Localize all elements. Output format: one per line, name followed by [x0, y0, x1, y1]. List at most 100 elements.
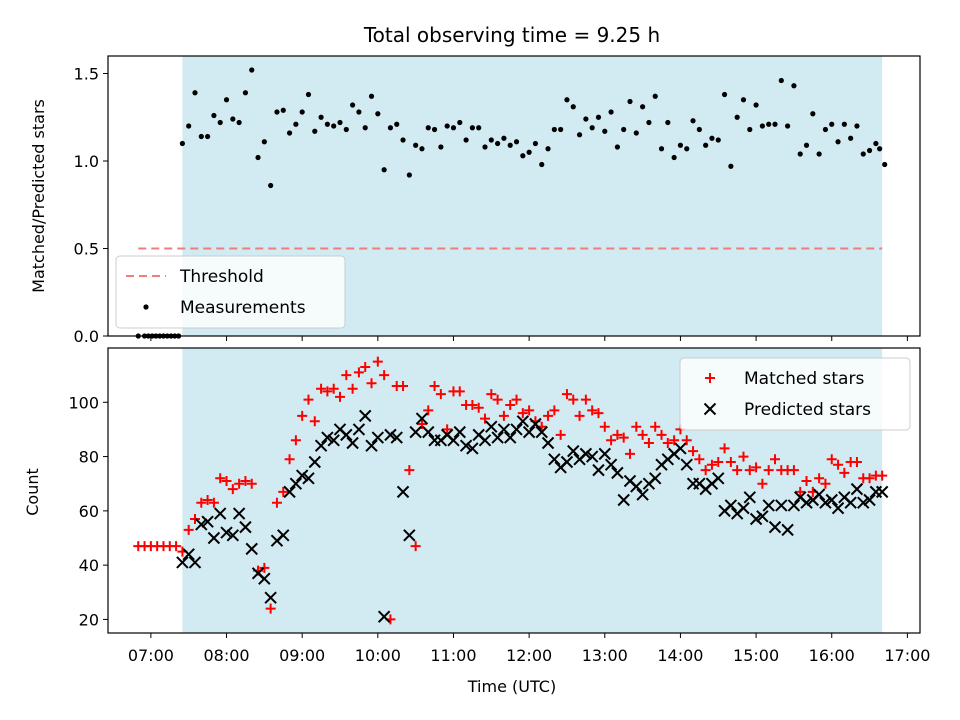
data-point — [561, 389, 572, 400]
data-point — [873, 140, 879, 147]
data-point — [297, 410, 308, 421]
data-point — [579, 447, 593, 461]
data-point — [684, 146, 690, 152]
data-point — [488, 137, 494, 143]
data-point — [669, 435, 680, 446]
data-point — [819, 496, 832, 509]
data-point — [501, 135, 507, 141]
data-point — [289, 477, 303, 490]
data-point — [743, 491, 756, 504]
data-point — [877, 146, 883, 152]
data-point — [706, 459, 717, 470]
data-point — [768, 520, 782, 534]
data-point — [404, 465, 415, 476]
data-point — [480, 413, 490, 424]
legend-label: Measurements — [180, 298, 306, 318]
data-point — [419, 146, 425, 152]
data-point — [829, 121, 835, 127]
data-point — [602, 128, 608, 134]
data-point — [413, 142, 419, 148]
y-tick-label: 100 — [68, 393, 99, 412]
legend-box — [679, 357, 911, 431]
data-point — [715, 137, 721, 143]
data-point — [328, 383, 339, 394]
data-point — [770, 454, 780, 465]
data-point — [763, 465, 774, 476]
data-point — [734, 114, 740, 120]
data-point — [459, 439, 473, 452]
data-point — [217, 119, 223, 126]
data-point — [564, 97, 570, 103]
x-tick-label: 15:00 — [733, 646, 779, 665]
data-point — [371, 431, 385, 444]
data-point — [850, 482, 864, 496]
data-point — [820, 478, 831, 489]
data-point — [719, 443, 730, 454]
data-point — [662, 438, 673, 448]
data-point — [196, 497, 207, 508]
data-point — [198, 133, 204, 140]
data-point — [179, 140, 185, 147]
data-point — [636, 488, 649, 501]
data-point — [694, 454, 705, 465]
data-point — [346, 436, 359, 450]
data-point — [425, 125, 431, 131]
data-point — [643, 438, 654, 448]
data-point — [875, 485, 889, 499]
data-point — [833, 459, 844, 470]
data-point — [801, 476, 812, 486]
data-point — [356, 109, 362, 115]
data-point — [226, 529, 240, 542]
series-measurements — [135, 67, 888, 339]
data-point — [759, 123, 765, 129]
data-point — [535, 425, 548, 439]
data-point — [232, 507, 246, 520]
data-point — [365, 439, 378, 452]
data-point — [721, 91, 728, 98]
data-point — [431, 126, 438, 133]
data-point — [749, 512, 763, 526]
y-tick-label: 80 — [79, 448, 99, 467]
chart-title: Total observing time = 9.25 h — [363, 23, 660, 47]
legend-box — [115, 255, 346, 329]
data-point — [803, 142, 810, 148]
data-point — [652, 93, 658, 99]
x-tick-label: 12:00 — [506, 646, 552, 665]
data-point — [574, 410, 585, 421]
data-point — [725, 457, 736, 467]
data-point — [864, 473, 875, 484]
y-tick-label: 0.5 — [74, 240, 99, 259]
data-point — [318, 114, 324, 120]
x-tick-label: 08:00 — [203, 646, 249, 665]
legend-swatch — [703, 402, 717, 416]
data-point — [511, 394, 522, 405]
data-point — [258, 572, 271, 585]
data-point — [814, 473, 825, 484]
data-point — [321, 431, 334, 444]
data-point — [201, 515, 214, 528]
data-point — [312, 128, 318, 134]
data-point — [762, 499, 775, 512]
data-point — [732, 465, 743, 476]
data-point — [403, 529, 416, 542]
data-point — [394, 121, 400, 127]
data-point — [476, 125, 482, 131]
data-point — [331, 123, 337, 129]
data-point — [696, 126, 702, 133]
data-point — [627, 98, 633, 105]
data-point — [851, 457, 862, 467]
data-point — [227, 484, 238, 495]
data-point — [810, 111, 816, 117]
data-point — [384, 428, 397, 442]
data-point — [589, 125, 595, 131]
count-y-axis-label: Count — [23, 468, 42, 516]
data-point — [290, 435, 301, 446]
data-point — [712, 472, 725, 485]
data-point — [539, 161, 545, 168]
data-point — [507, 142, 513, 148]
data-point — [841, 121, 847, 127]
data-point — [271, 497, 282, 508]
data-point — [259, 562, 270, 573]
data-point — [848, 135, 854, 141]
